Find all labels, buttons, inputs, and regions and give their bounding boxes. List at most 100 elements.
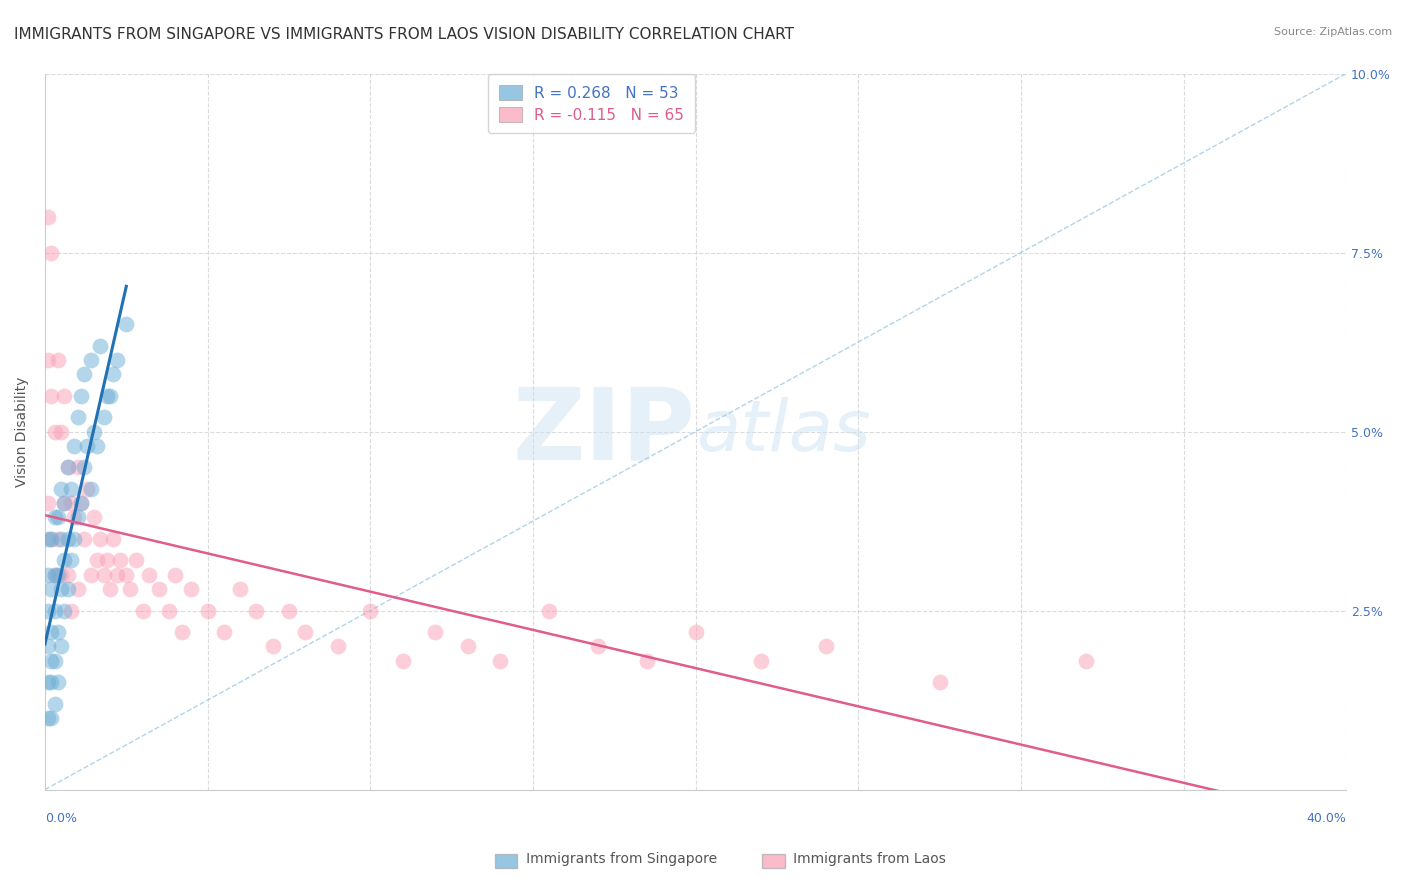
Point (93, 410, 115, 425)
Point (46, 567, 69, 582)
Point (37, 532, 59, 546)
Point (1074, 654, 1097, 668)
Point (165, 567, 187, 582)
Point (98, 582, 121, 596)
Point (41, 389, 63, 403)
Point (103, 368, 125, 382)
Point (229, 582, 252, 596)
Point (44, 567, 66, 582)
Point (51, 640, 73, 654)
Point (96, 389, 118, 403)
Point (86, 439, 108, 453)
Point (41, 711, 63, 725)
Point (66, 460, 89, 475)
Point (56, 582, 79, 596)
Text: Immigrants from Singapore: Immigrants from Singapore (513, 853, 717, 866)
Point (51, 532, 73, 546)
Point (170, 625, 193, 640)
Point (148, 582, 170, 596)
Point (197, 603, 219, 617)
Point (359, 603, 381, 617)
Text: Immigrants from Laos: Immigrants from Laos (780, 853, 946, 866)
Point (749, 654, 772, 668)
Point (105, 353, 128, 368)
Point (180, 582, 202, 596)
Text: IMMIGRANTS FROM SINGAPORE VS IMMIGRANTS FROM LAOS VISION DISABILITY CORRELATION : IMMIGRANTS FROM SINGAPORE VS IMMIGRANTS … (14, 27, 794, 42)
Point (76, 482, 98, 496)
Point (278, 603, 301, 617)
Point (83, 510, 105, 524)
Point (44, 654, 66, 668)
Point (538, 603, 561, 617)
Point (636, 654, 658, 668)
Point (37, 210, 59, 224)
Point (44, 510, 66, 524)
Point (59, 482, 82, 496)
Point (63, 532, 86, 546)
Point (83, 425, 105, 439)
Point (294, 625, 316, 640)
Text: atlas: atlas (696, 397, 870, 466)
Point (37, 640, 59, 654)
Point (56, 460, 79, 475)
Point (59, 603, 82, 617)
Point (79, 482, 101, 496)
Point (37, 711, 59, 725)
Point (108, 553, 131, 567)
Legend: R = 0.268   N = 53, R = -0.115   N = 65: R = 0.268 N = 53, R = -0.115 N = 65 (488, 74, 695, 134)
Point (56, 567, 79, 582)
Point (53, 603, 76, 617)
Point (115, 567, 138, 582)
Y-axis label: Vision Disability: Vision Disability (15, 376, 30, 487)
Point (37, 603, 59, 617)
Point (41, 245, 63, 260)
Point (51, 582, 73, 596)
Point (326, 640, 349, 654)
Text: ZIP: ZIP (513, 383, 696, 480)
Point (37, 675, 59, 690)
Point (96, 553, 118, 567)
Point (63, 510, 86, 524)
Point (41, 532, 63, 546)
Point (76, 439, 98, 453)
Point (46, 353, 69, 368)
Point (392, 654, 415, 668)
Point (489, 654, 512, 668)
Point (56, 532, 79, 546)
Point (73, 460, 96, 475)
Point (262, 640, 284, 654)
Point (928, 675, 950, 690)
Point (37, 496, 59, 510)
Point (79, 567, 101, 582)
Text: Source: ZipAtlas.com: Source: ZipAtlas.com (1274, 27, 1392, 37)
Point (59, 496, 82, 510)
Point (73, 532, 96, 546)
Point (125, 553, 148, 567)
Point (685, 625, 707, 640)
Point (814, 640, 837, 654)
Point (131, 603, 153, 617)
Point (44, 603, 66, 617)
Point (44, 697, 66, 711)
Point (53, 496, 76, 510)
Point (46, 510, 69, 524)
Point (457, 640, 479, 654)
Point (93, 567, 115, 582)
Point (66, 582, 89, 596)
Point (51, 567, 73, 582)
Point (56, 460, 79, 475)
Point (69, 496, 91, 510)
Point (69, 389, 91, 403)
Point (46, 675, 69, 690)
Point (41, 675, 63, 690)
Text: 0.0%: 0.0% (45, 812, 77, 825)
Point (89, 338, 111, 352)
Point (41, 654, 63, 668)
Point (245, 603, 267, 617)
Point (66, 410, 89, 425)
Point (115, 317, 138, 331)
Point (53, 553, 76, 567)
Point (103, 532, 125, 546)
Point (138, 567, 160, 582)
Point (69, 496, 91, 510)
